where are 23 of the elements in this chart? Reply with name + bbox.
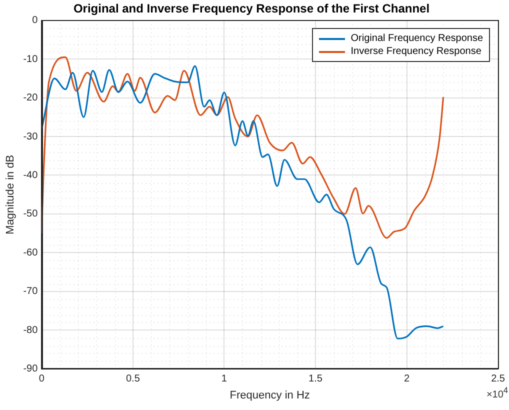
y-tick-label: -70 [23,286,38,298]
x-tick-label: 2 [404,374,410,385]
y-tick-label: -20 [23,92,38,104]
y-tick-label: -50 [23,208,38,220]
y-tick-label: 0 [32,15,38,26]
chart-title: Original and Inverse Frequency Response of the First Channel [73,2,430,16]
y-tick-label: -30 [23,131,38,142]
y-tick-label: -80 [23,324,38,336]
x-tick-label: 1.5 [308,374,323,385]
line-series [42,56,444,239]
x-tick-label: 0.5 [126,374,140,385]
x-axis-title: Frequency in Hz [230,389,310,402]
y-axis-title: Magnitude in dB [4,154,17,234]
y-tick-label: -60 [23,247,38,258]
y-tick-label: -40 [23,170,38,181]
x-tick-label: 1 [221,374,228,385]
y-tick-label: -10 [23,54,38,65]
line-series [42,65,444,340]
y-tick-label: -90 [23,364,38,375]
legend-label: Inverse Frequency Response [350,45,482,58]
text: ×10$^{4}$ [486,384,508,400]
legend-label: Original Frequency Response [350,32,484,46]
x-tick-label: 2.5 [491,374,506,385]
